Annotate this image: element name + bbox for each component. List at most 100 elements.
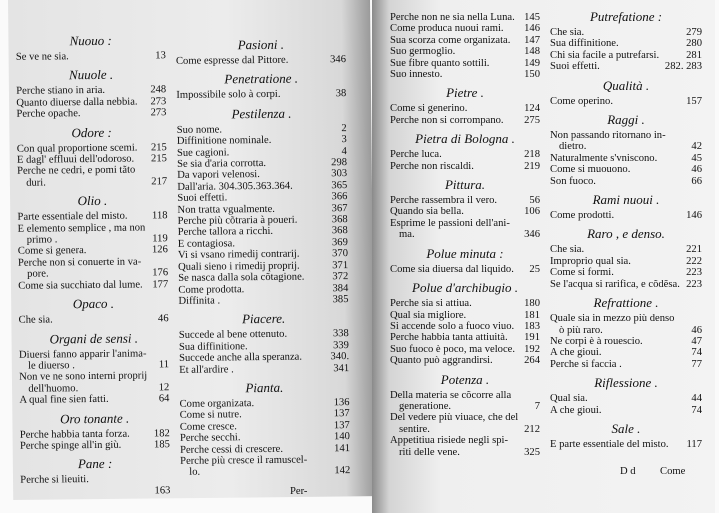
section-heading: Potenza . — [440, 371, 490, 387]
entry-text: Son fuoco. — [550, 175, 596, 187]
entry-text: Si accende solo a fuoco viuo. — [390, 320, 515, 332]
page-number: 117 — [686, 438, 703, 450]
index-column-4: Putrefatione : Che sia. 279 Sua diffinition… — [550, 4, 702, 450]
index-entry: Della materia se cõcorre alla — [390, 390, 540, 401]
page-number: 325 — [524, 446, 540, 458]
page-number: 282. 283 — [664, 61, 702, 73]
entry-text: Dall'aria. 304.305.363.364. — [177, 180, 293, 193]
entry-text: Se nasca dalla sola cõtagione. — [178, 271, 305, 284]
entry-text: Come sia diuersa dal liquido. — [390, 263, 514, 275]
index-entry: Appetitiua risiede negli spi- — [390, 435, 540, 446]
entry-text: Non passando ritornano in- — [550, 130, 666, 142]
entry-text: Perche ne cedri, e pomi tãto — [16, 164, 136, 178]
page-number: 370 — [332, 248, 349, 260]
page-number: 346 — [524, 229, 540, 241]
page-number: 136 — [333, 397, 350, 409]
page-number: 369 — [331, 236, 348, 249]
entry-text: Perche si lieuiti. — [20, 474, 89, 487]
page-number: 119 — [152, 233, 168, 245]
page-number: 74 — [691, 347, 702, 359]
page-number: 215 — [150, 141, 167, 154]
entry-text: Perche sia si attiua. — [390, 298, 472, 310]
index-entry: Non passando ritornano in- — [550, 130, 702, 141]
entry-text: Del vedere più viuace, che del — [390, 412, 519, 424]
entry-text: Succede anche alla speranza. — [179, 351, 303, 365]
index-entry: Del vedere più viuace, che del — [390, 412, 540, 423]
index-column-2: Pasioni . Come espresse dal Pittore. 346 Pe… — [176, 31, 351, 479]
index-entry: Quanto può aggrandirsi. 264 — [390, 355, 540, 366]
page-number: 11 — [158, 359, 170, 371]
page-number: 124 — [524, 103, 540, 115]
index-column-3: Perche non ne sia nella Luna. 145 Come pro… — [390, 12, 540, 458]
page-number: 384 — [332, 282, 349, 294]
page-number: 341 — [333, 362, 350, 374]
index-entry: Non ve ne sono interni proprij — [19, 371, 169, 384]
entry-text: Perche non si conuerte in va- — [17, 256, 142, 269]
index-entry: Quando sia bella. 106 — [390, 206, 540, 217]
page-number: 340. — [330, 351, 350, 363]
page-number: 338 — [332, 328, 349, 340]
entry-text: Come espresse dal Pittore. — [175, 54, 289, 67]
page-number: 218 — [524, 149, 540, 161]
entry-text: Che sia. — [18, 314, 53, 326]
page-number: 215 — [150, 153, 167, 165]
index-entry: Qual sia. 44 — [550, 393, 702, 404]
page-number: 147 — [524, 34, 540, 46]
page-number: 275 — [524, 114, 540, 126]
index-entry: Diuersi fanno apparir l'anima- — [19, 348, 169, 361]
page-number: 149 — [524, 57, 540, 69]
entry-text: Suo germoglio. — [390, 46, 456, 58]
index-entry: Come si formi. 223 — [550, 267, 702, 278]
page-number: 346 — [330, 54, 347, 66]
page-number: 339 — [333, 339, 350, 351]
page-number: 223 — [686, 278, 702, 290]
index-entry-continuation: riti delle vene. 325 — [390, 447, 540, 458]
page-number: 118 — [151, 210, 168, 222]
entry-text: E contagiosa. — [177, 238, 236, 250]
entry-text: Perche più cresce il ramuscel- — [180, 454, 308, 467]
entry-text: Ne corpi è à rouescio. — [550, 335, 643, 347]
page-number: 47 — [691, 335, 702, 347]
index-entry: Come espresse dal Pittore. 346 — [176, 54, 346, 67]
entry-text: E parte essentiale del misto. — [550, 438, 669, 450]
index-entry: Come produca nuoui rami. 146 — [390, 23, 540, 34]
entry-text: Come si formi. — [550, 267, 614, 279]
entry-text: Perche stiano in aria. — [16, 85, 106, 98]
page-number: 12 — [158, 381, 170, 394]
index-entry: Che sia. 279 — [550, 27, 702, 38]
entry-text: Perche luca. — [390, 149, 442, 161]
entry-text: Perche tallora a ricchi. — [177, 226, 274, 239]
section-heading: Opaco . — [72, 295, 115, 312]
section-heading: Pianta. — [245, 379, 284, 396]
page-number: 191 — [524, 332, 540, 344]
entry-text: Come sia succhiato dal lume. — [18, 279, 143, 292]
section-heading: Pietra di Bologna . — [415, 131, 515, 147]
entry-text: Qual sia. — [550, 393, 588, 405]
entry-text: Sua diffinitione. — [178, 340, 248, 353]
section-heading: Qualità . — [602, 77, 650, 93]
section-heading: Pietre . — [446, 85, 484, 101]
index-entry: Quale sia in mezzo più denso — [550, 313, 702, 324]
page-number: 219 — [524, 160, 540, 172]
entry-text-continued: ma. — [399, 229, 415, 241]
index-entry: A qual fine sien fatti. 64 — [19, 393, 169, 406]
entry-text: Perche più cõtraria à poueri. — [177, 214, 298, 227]
index-entry-continuation: sentire. 212 — [390, 424, 540, 435]
section-heading: Nuouo : — [69, 32, 112, 49]
entry-text: Diuersi fanno apparir l'anima- — [18, 347, 147, 361]
index-entry: Come prodotti. 146 — [550, 210, 702, 221]
page-number: 221 — [686, 244, 702, 256]
entry-text: Naturalmente s'vniscono. — [550, 152, 658, 164]
index-entry: Come sia diuersa dal liquido. 25 — [390, 264, 540, 275]
entry-text: Quando sia bella. — [390, 206, 464, 218]
section-heading: Penetratione . — [224, 71, 299, 87]
entry-text: Se l'acqua si rarifica, e cõdẽsa. — [550, 278, 680, 290]
index-entry-continuation: duri. 217 — [17, 176, 167, 189]
entry-text: Come operino. — [550, 95, 613, 107]
index-entry: Se ve ne sia. 13 — [16, 50, 166, 63]
page-number: 368 — [331, 225, 348, 237]
index-entry: Qual sia migliore. 181 — [390, 310, 540, 321]
entry-text-continued: generatione. — [399, 400, 452, 412]
page-number: 217 — [151, 176, 168, 188]
entry-text: Sua diffinitione. — [550, 38, 619, 50]
